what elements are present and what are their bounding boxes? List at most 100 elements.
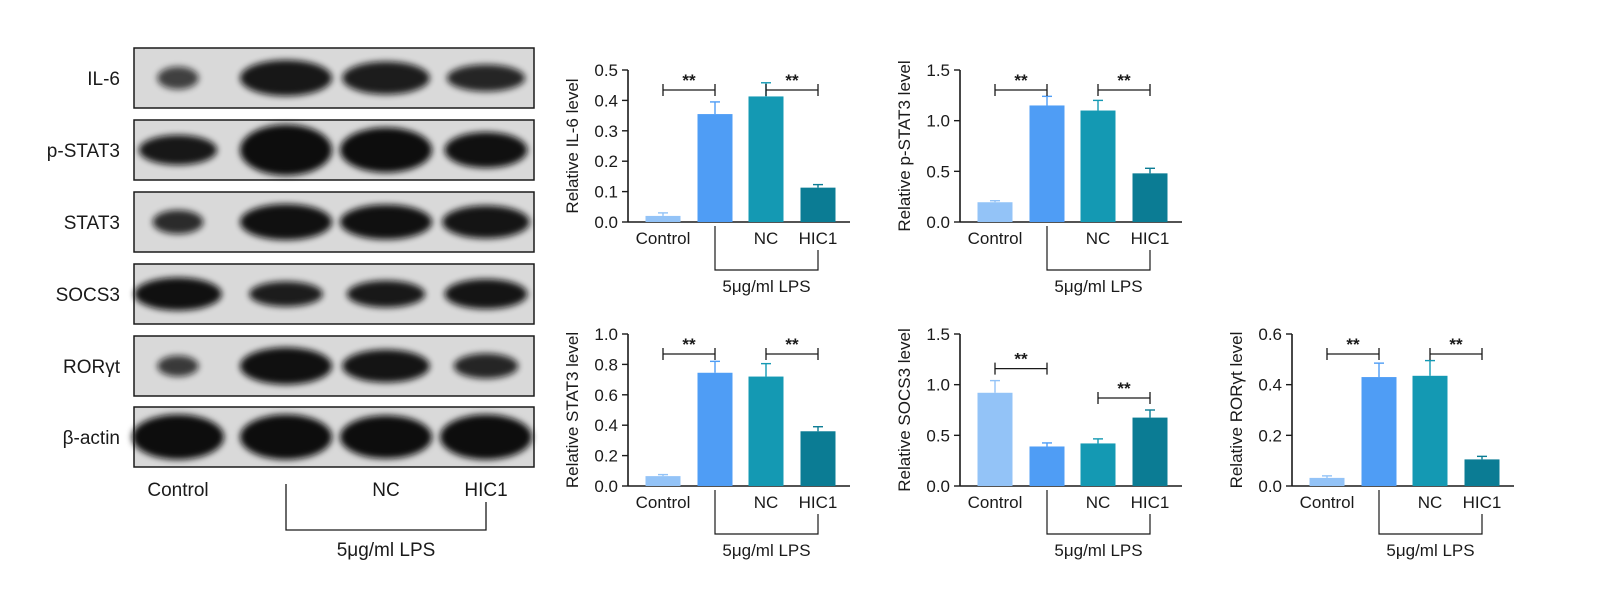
lps-bracket	[1046, 226, 1151, 271]
blot-row-label: p-STAT3	[47, 141, 120, 162]
x-tick-label: Control	[636, 229, 691, 248]
y-tick-label: 1.5	[926, 61, 950, 80]
protein-band	[249, 281, 323, 307]
x-tick-label: Control	[968, 229, 1023, 248]
lps-bracket	[1378, 490, 1483, 535]
blot-lane-label: NC	[372, 480, 399, 501]
protein-band	[138, 135, 218, 165]
y-axis-label: Relative STAT3 level	[563, 332, 582, 488]
protein-band	[240, 204, 332, 240]
y-tick-label: 0.0	[926, 477, 950, 496]
y-tick-label: 0.1	[594, 183, 618, 202]
lps-group-label: 5μg/ml LPS	[1054, 277, 1142, 296]
x-tick-label: HIC1	[1131, 229, 1170, 248]
protein-band	[342, 61, 430, 95]
bar	[1309, 477, 1345, 486]
bar-chart: 0.0 0.2 0.4 0.6 Relative RORγt level Control N…	[1227, 325, 1514, 560]
y-tick-label: 0.5	[926, 426, 950, 445]
blot-row-label: SOCS3	[56, 285, 120, 306]
significance-label: **	[1014, 350, 1028, 369]
y-tick-label: 1.0	[926, 376, 950, 395]
significance-label: **	[682, 335, 696, 354]
significance-label: **	[1346, 335, 1360, 354]
x-tick-label: HIC1	[1131, 493, 1170, 512]
y-tick-label: 0.8	[594, 355, 618, 374]
x-tick-label: Control	[636, 493, 691, 512]
protein-band	[132, 414, 224, 460]
y-tick-label: 1.5	[926, 325, 950, 344]
bar	[1132, 417, 1168, 486]
bar-chart: 0.0 0.1 0.2 0.3 0.4 0.5 Relative IL-6 level Con…	[563, 61, 850, 296]
y-tick-label: 0.6	[594, 386, 618, 405]
lps-group-label: 5μg/ml LPS	[722, 541, 810, 560]
protein-band	[240, 60, 332, 96]
protein-band	[440, 414, 532, 460]
y-tick-label: 0.0	[594, 477, 618, 496]
protein-band	[346, 280, 426, 308]
y-tick-label: 1.0	[594, 325, 618, 344]
x-tick-label: HIC1	[799, 229, 838, 248]
lps-bracket	[714, 490, 819, 535]
significance-label: **	[1449, 335, 1463, 354]
blot-row-label: β-actin	[63, 428, 120, 449]
bar	[1080, 443, 1116, 486]
lps-group-label: 5μg/ml LPS	[1054, 541, 1142, 560]
y-tick-label: 0.6	[1258, 325, 1282, 344]
western-blot-panel: IL-6 p-STAT3 STAT3 SOCS3 RORγt β-actin Control…	[47, 47, 535, 561]
x-tick-label: Control	[1300, 493, 1355, 512]
significance-label: **	[785, 335, 799, 354]
bar-chart: 0.0 0.5 1.0 1.5 Relative p-STAT3 level Contro…	[895, 60, 1182, 296]
protein-band	[340, 415, 432, 459]
x-tick-label: HIC1	[799, 493, 838, 512]
bar	[1361, 377, 1397, 486]
bar	[800, 431, 836, 486]
y-tick-label: 0.0	[594, 213, 618, 232]
blot-row: RORγt	[63, 335, 535, 397]
significance-label: **	[682, 71, 696, 90]
y-tick-label: 0.3	[594, 122, 618, 141]
y-axis-label: Relative RORγt level	[1227, 332, 1246, 489]
protein-band	[446, 64, 526, 92]
significance-label: **	[785, 71, 799, 90]
protein-band	[157, 355, 199, 377]
bar	[748, 96, 784, 222]
lps-bracket	[714, 226, 819, 271]
protein-band	[342, 349, 430, 383]
y-tick-label: 0.5	[926, 162, 950, 181]
y-tick-label: 0.4	[594, 91, 618, 110]
x-tick-label: Control	[968, 493, 1023, 512]
bar	[748, 376, 784, 486]
y-tick-label: 0.2	[1258, 426, 1282, 445]
protein-band	[240, 347, 332, 385]
y-tick-label: 1.0	[926, 112, 950, 131]
bar-charts: 0.0 0.1 0.2 0.3 0.4 0.5 Relative IL-6 level Con…	[563, 60, 1514, 560]
bar	[1464, 459, 1500, 486]
blot-row-label: STAT3	[64, 213, 120, 234]
y-tick-label: 0.0	[926, 213, 950, 232]
significance-label: **	[1014, 71, 1028, 90]
blot-row: SOCS3	[56, 263, 535, 325]
y-tick-label: 0.2	[594, 447, 618, 466]
blot-row: STAT3	[64, 191, 535, 253]
protein-band	[444, 132, 528, 168]
lps-bracket	[1046, 490, 1151, 535]
protein-band	[340, 204, 432, 240]
blot-row-label: IL-6	[87, 69, 120, 90]
bar	[1132, 173, 1168, 222]
lps-bracket	[285, 484, 487, 531]
bar	[697, 114, 733, 222]
bar	[977, 202, 1013, 222]
x-tick-label: NC	[1418, 493, 1443, 512]
y-axis-label: Relative p-STAT3 level	[895, 60, 914, 231]
bar	[800, 187, 836, 222]
bar	[1029, 446, 1065, 486]
blot-row: IL-6	[87, 47, 535, 109]
y-axis-label: Relative SOCS3 level	[895, 328, 914, 491]
blot-lane-label: Control	[147, 480, 208, 501]
protein-band	[134, 277, 222, 311]
lps-group-label: 5μg/ml LPS	[722, 277, 810, 296]
bar	[1080, 110, 1116, 222]
bar-chart: 0.0 0.5 1.0 1.5 Relative SOCS3 level Control N…	[895, 325, 1182, 560]
protein-band	[240, 124, 332, 176]
x-tick-label: NC	[1086, 229, 1111, 248]
